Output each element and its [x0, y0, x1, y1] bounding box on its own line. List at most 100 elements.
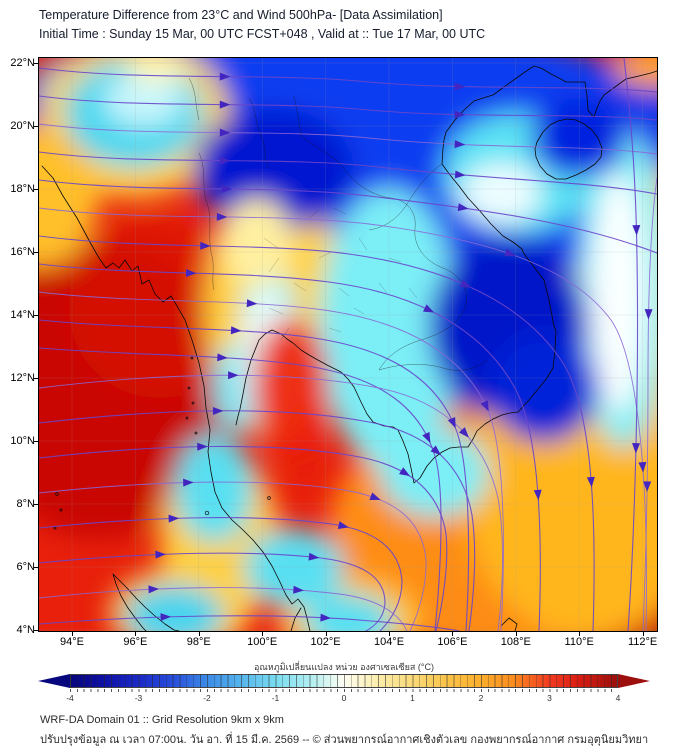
lat-label: 10°N — [10, 435, 35, 447]
wind-arrowhead — [160, 613, 172, 622]
lon-tick — [389, 632, 390, 636]
lat-label: 8°N — [16, 498, 35, 510]
wind-arrowhead — [168, 514, 180, 523]
lat-tick — [34, 630, 39, 631]
colorbar-tick-label: 2 — [478, 693, 484, 703]
footer-update-info: ปรับปรุงข้อมูล ณ เวลา 07:00น. วัน อา. ที… — [40, 734, 649, 746]
wind-arrowhead — [454, 82, 466, 91]
colorbar-minor-ticks — [70, 689, 618, 692]
lat-label: 20°N — [10, 120, 35, 132]
wind-arrowhead — [221, 184, 233, 193]
colorbar-tick-label: -1 — [271, 693, 280, 703]
wind-arrowhead — [308, 552, 320, 561]
lat-tick — [34, 189, 39, 190]
lat-tick — [34, 378, 39, 379]
lon-label: 106°E — [437, 636, 468, 648]
coastlines — [41, 65, 657, 631]
lon-label: 100°E — [247, 636, 278, 648]
wind-arrowhead — [228, 371, 239, 380]
wind-arrowhead — [197, 442, 208, 451]
temperature-field — [39, 58, 657, 631]
wind-arrowhead — [293, 585, 304, 594]
lat-label: 6°N — [16, 561, 35, 573]
colorbar-tick-label: 0 — [341, 693, 347, 703]
small-islands — [53, 356, 271, 530]
lon-label: 104°E — [373, 636, 405, 648]
wind-arrowhead — [219, 72, 231, 81]
wind-arrowhead — [644, 309, 653, 320]
wind-arrowhead — [216, 212, 228, 221]
colorbar-tick-label: -4 — [66, 693, 74, 703]
footer-domain-info: WRF-DA Domain 01 :: Grid Resolution 9km … — [40, 714, 284, 726]
lat-tick — [34, 315, 39, 316]
lon-tick — [72, 632, 73, 636]
lat-label: 16°N — [10, 246, 35, 258]
wind-arrowhead — [480, 400, 489, 412]
colorbar-right-arrow — [618, 674, 650, 688]
wind-arrowhead — [586, 476, 595, 488]
colorbar — [38, 674, 650, 688]
wind-arrowhead — [219, 128, 231, 137]
wind-arrowhead — [148, 585, 160, 594]
lon-label: 94°E — [60, 636, 84, 648]
lon-label: 110°E — [564, 636, 594, 648]
wind-arrowhead — [230, 326, 242, 335]
wind-arrowhead — [447, 417, 456, 429]
lat-label: 12°N — [10, 372, 35, 384]
lat-tick — [34, 126, 39, 127]
wind-arrowhead — [217, 353, 228, 362]
colorbar-tick-label: -2 — [203, 693, 211, 703]
map-title: Temperature Difference from 23°C and Win… — [39, 8, 443, 22]
wind-arrowhead — [533, 489, 542, 501]
wind-arrowhead — [457, 203, 469, 212]
footer: WRF-DA Domain 01 :: Grid Resolution 9km … — [40, 710, 648, 750]
lon-label: 96°E — [123, 636, 148, 648]
colorbar-cells — [70, 674, 618, 688]
colorbar-tick-label: 4 — [615, 693, 621, 703]
lon-tick — [325, 632, 327, 636]
wind-arrowhead — [638, 461, 647, 473]
wind-arrowhead — [458, 427, 469, 438]
wind-arrowhead — [246, 299, 258, 308]
lon-tick — [515, 632, 517, 636]
lat-label: 22°N — [10, 57, 35, 69]
header: Temperature Difference from 23°C and Win… — [39, 6, 485, 44]
lon-label: 112°E — [627, 636, 658, 648]
lon-tick — [642, 632, 644, 636]
wind-arrowhead — [155, 550, 166, 559]
wind-arrows — [148, 72, 653, 622]
wind-arrowhead — [219, 100, 231, 109]
wind-arrowhead — [454, 110, 466, 119]
wind-arrowhead — [220, 156, 231, 165]
colorbar-tick-label: 3 — [547, 693, 552, 703]
lat-label: 14°N — [10, 309, 35, 321]
map-canvas: 22°N 20°N 18°N 16°N 14°N 12°N 10°N 8°N 6°N 4°N 94°… — [10, 57, 658, 648]
wind-arrowhead — [423, 304, 435, 313]
lat-tick — [34, 441, 39, 442]
map-subtitle: Initial Time : Sunday 15 Mar, 00 UTC FCS… — [39, 27, 486, 41]
wind-arrowhead — [422, 431, 431, 444]
lon-tick — [452, 632, 454, 636]
lat-tick — [34, 252, 39, 253]
wind-arrowhead — [632, 442, 641, 454]
wind-arrowhead — [430, 445, 442, 456]
wind-arrowhead — [320, 613, 331, 622]
colorbar-left-arrow — [38, 674, 70, 688]
lat-tick — [34, 63, 39, 64]
wind-streamlines — [39, 58, 657, 631]
lat-tick — [34, 504, 39, 505]
colorbar-tick-label: 1 — [410, 693, 415, 703]
wind-arrowhead — [454, 140, 466, 149]
lon-tick — [262, 632, 264, 636]
wind-arrowhead — [504, 248, 516, 257]
lon-tick — [135, 632, 137, 636]
wind-arrowhead — [643, 481, 652, 492]
wind-arrowhead — [460, 279, 472, 288]
lon-label: 98°E — [186, 636, 211, 648]
temperature-wind-map — [39, 58, 657, 631]
province-borders — [263, 207, 418, 341]
colorbar-tick-label: -3 — [134, 693, 143, 703]
lat-label: 4°N — [16, 624, 35, 636]
lon-label: 108°E — [500, 636, 531, 648]
